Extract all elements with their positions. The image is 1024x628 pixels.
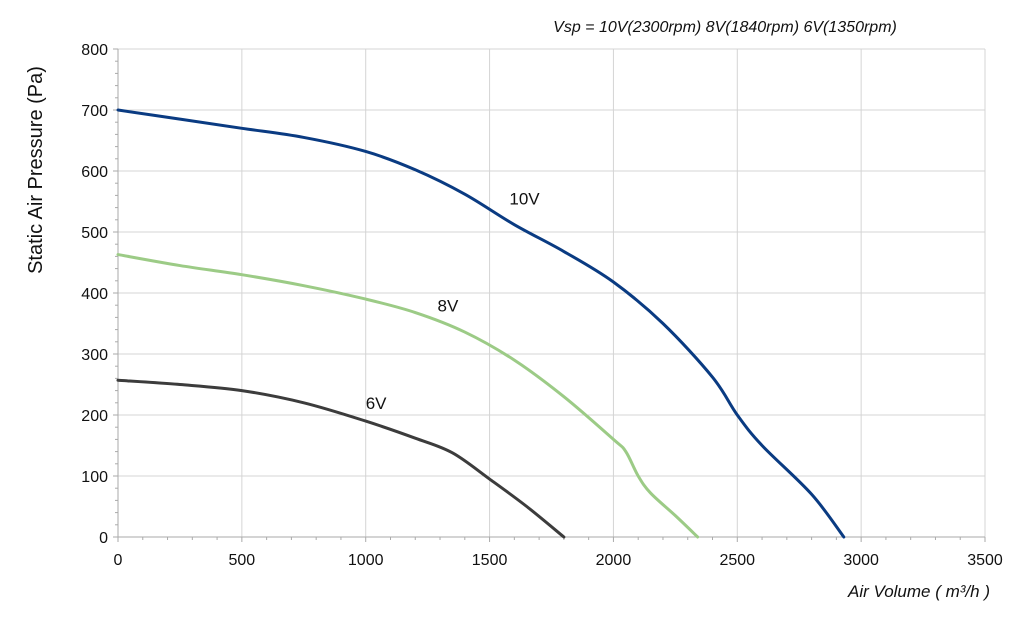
x-axis-label: Air Volume ( m³/h ) xyxy=(847,582,990,601)
series-label-10v: 10V xyxy=(509,190,540,209)
x-tick-labels: 0 500 1000 1500 2000 2500 3000 3500 xyxy=(114,552,1003,569)
x-tick-label: 3500 xyxy=(967,552,1003,569)
y-axis-label: Static Air Pressure (Pa) xyxy=(25,66,47,274)
chart-subtitle: Vsp = 10V(2300rpm) 8V(1840rpm) 6V(1350rp… xyxy=(553,19,897,36)
x-tick-label: 500 xyxy=(229,552,256,569)
x-tick-label: 1500 xyxy=(472,552,508,569)
series-lines xyxy=(116,108,846,539)
y-tick-labels: 0 100 200 300 400 500 600 700 800 xyxy=(81,42,108,547)
y-tick-label: 400 xyxy=(81,286,108,303)
y-tick-label: 500 xyxy=(81,225,108,242)
series-line-6v xyxy=(116,378,566,539)
series-line-10v xyxy=(116,108,846,539)
axes xyxy=(113,48,986,542)
x-tick-label: 2000 xyxy=(596,552,632,569)
y-tick-label: 200 xyxy=(81,408,108,425)
y-tick-label: 300 xyxy=(81,347,108,364)
y-tick-label: 100 xyxy=(81,469,108,486)
series-labels: 10V 8V 6V xyxy=(366,190,541,413)
x-tick-label: 1000 xyxy=(348,552,384,569)
y-tick-label: 800 xyxy=(81,42,108,59)
grid-lines xyxy=(118,48,986,537)
series-line-8v xyxy=(116,253,700,539)
x-tick-label: 2500 xyxy=(719,552,755,569)
x-tick-label: 0 xyxy=(114,552,123,569)
y-tick-label: 600 xyxy=(81,164,108,181)
series-label-6v: 6V xyxy=(366,394,387,413)
y-tick-label: 700 xyxy=(81,103,108,120)
x-tick-label: 3000 xyxy=(843,552,879,569)
y-tick-label: 0 xyxy=(99,530,108,547)
series-label-8v: 8V xyxy=(438,296,459,315)
